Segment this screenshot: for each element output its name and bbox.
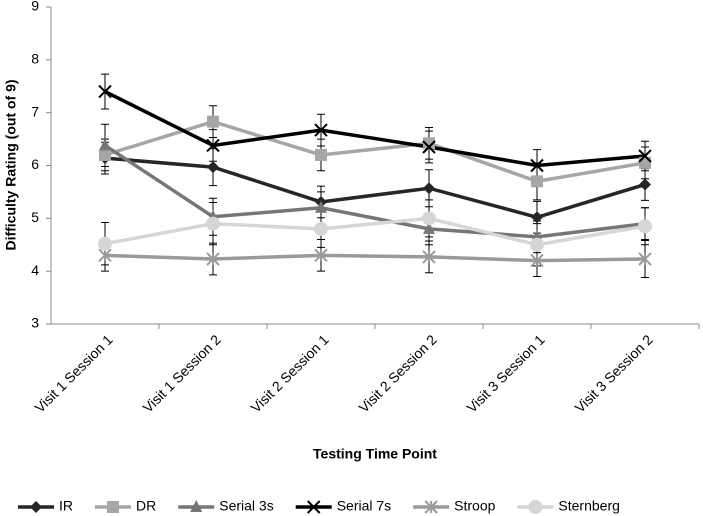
marker — [422, 250, 436, 264]
y-tick-label: 8 — [31, 51, 39, 67]
legend-label: Serial 3s — [219, 498, 273, 514]
marker — [98, 236, 112, 251]
marker — [530, 253, 544, 268]
marker — [314, 248, 328, 263]
marker — [206, 252, 220, 266]
x-tick-label: Visit 1 Session 2 — [139, 331, 223, 415]
marker — [206, 138, 220, 153]
series-line — [104, 253, 646, 263]
legend-label: Sternberg — [558, 498, 619, 514]
marker — [98, 84, 112, 99]
x-tick-label: Visit 1 Session 1 — [31, 331, 115, 415]
y-tick-label: 9 — [31, 0, 39, 14]
marker — [423, 221, 435, 234]
marker — [639, 178, 651, 191]
legend-label: DR — [136, 498, 156, 514]
x-tick-label: Visit 3 Session 2 — [571, 331, 655, 415]
y-tick-label: 3 — [31, 315, 39, 331]
marker — [190, 500, 203, 512]
y-tick-label: 4 — [31, 262, 39, 278]
marker — [207, 115, 219, 128]
marker — [98, 248, 112, 263]
marker — [314, 221, 328, 236]
y-tick-label: 7 — [31, 103, 39, 119]
series-line — [104, 89, 646, 168]
marker — [315, 200, 327, 213]
marker — [638, 219, 652, 234]
x-axis-label: Testing Time Point — [313, 446, 437, 462]
marker — [315, 148, 327, 161]
marker — [530, 158, 544, 173]
y-tick-label: 5 — [31, 209, 39, 225]
legend-label: Serial 7s — [337, 498, 391, 514]
y-tick-label: 6 — [31, 156, 39, 172]
y-axis-label: Difficulty Rating (out of 9) — [3, 79, 19, 250]
marker — [99, 138, 111, 151]
marker — [638, 252, 652, 266]
marker — [423, 137, 435, 150]
marker — [423, 182, 435, 195]
marker — [639, 156, 651, 169]
marker — [207, 161, 219, 174]
series-line — [104, 119, 646, 184]
marker — [531, 175, 543, 188]
marker — [422, 140, 436, 154]
marker — [530, 237, 544, 252]
x-tick-label: Visit 2 Session 2 — [355, 331, 439, 415]
series-line — [104, 156, 646, 220]
series-line — [104, 143, 646, 239]
series-line — [104, 216, 646, 247]
marker — [314, 123, 328, 137]
marker — [99, 148, 111, 161]
marker — [107, 501, 119, 513]
legend-label: Stroop — [454, 498, 495, 514]
legend-label: IR — [59, 498, 73, 514]
marker — [422, 211, 436, 226]
marker — [531, 211, 543, 224]
marker — [424, 500, 438, 514]
marker — [528, 500, 543, 514]
marker — [30, 501, 42, 513]
marker — [638, 149, 652, 163]
x-tick-label: Visit 3 Session 1 — [463, 331, 547, 415]
marker — [206, 216, 220, 231]
marker — [306, 500, 321, 514]
x-tick-label: Visit 2 Session 1 — [247, 331, 331, 415]
